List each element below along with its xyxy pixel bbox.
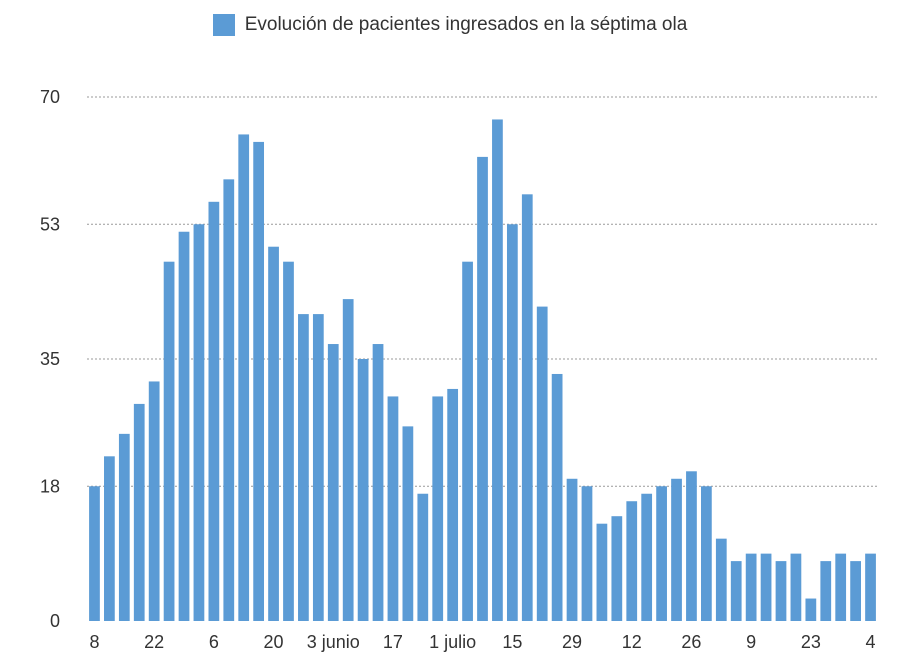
bar (163, 261, 175, 621)
x-tick-label: 17 (383, 632, 403, 652)
bar (581, 486, 593, 621)
x-tick-label: 1 julio (429, 632, 476, 652)
bar (327, 344, 339, 621)
bar (312, 314, 324, 621)
bar (477, 156, 488, 621)
bar (760, 553, 772, 621)
bar (596, 523, 608, 621)
x-tick-label: 9 (746, 632, 756, 652)
x-tick-label: 8 (89, 632, 99, 652)
bar (387, 396, 399, 621)
bar (253, 141, 265, 621)
bar (193, 224, 205, 621)
bar (492, 119, 503, 622)
bar (417, 493, 429, 621)
bar (104, 456, 115, 621)
bar (551, 373, 563, 621)
bar (208, 201, 220, 622)
y-tick-label: 35 (40, 349, 60, 369)
bar (715, 538, 727, 621)
y-tick-label: 70 (40, 87, 60, 107)
x-axis: 8 22 6 20 3 junio 17 1 julio 15 29 12 26 9 23 4 (89, 632, 875, 652)
bar (641, 493, 653, 621)
bar (745, 553, 757, 621)
y-tick-label: 0 (50, 611, 60, 631)
bar (372, 344, 384, 621)
chart-legend: Evolución de pacientes ingresados en la … (0, 14, 900, 36)
bar (626, 501, 638, 621)
bar (298, 314, 309, 621)
x-tick-label: 15 (502, 632, 522, 652)
bar (402, 426, 414, 621)
bar (357, 359, 369, 621)
bar (506, 224, 518, 621)
x-tick-label: 12 (622, 632, 642, 652)
bar (790, 553, 802, 621)
x-tick-label: 22 (144, 632, 164, 652)
x-tick-label: 20 (264, 632, 284, 652)
x-tick-label: 3 junio (307, 632, 360, 652)
bar (820, 561, 832, 621)
bar (238, 134, 250, 621)
bar (536, 306, 548, 621)
y-tick-label: 53 (40, 214, 60, 234)
bar (283, 261, 294, 621)
bar (89, 486, 100, 621)
bar (118, 433, 130, 621)
bar (432, 396, 444, 621)
bar (133, 403, 145, 621)
bar (342, 299, 354, 621)
bar (701, 486, 712, 621)
legend-label: Evolución de pacientes ingresados en la … (244, 14, 688, 35)
bars (89, 119, 876, 622)
bar (447, 388, 459, 621)
x-tick-label: 26 (681, 632, 701, 652)
legend-swatch (212, 14, 235, 36)
bar (148, 381, 160, 621)
bar (850, 561, 861, 621)
bar (566, 478, 578, 621)
bar (611, 516, 623, 621)
bar (805, 598, 817, 621)
x-tick-label: 23 (801, 632, 821, 652)
x-tick-label: 6 (209, 632, 219, 652)
bar (462, 261, 473, 621)
bar (775, 561, 787, 621)
bar (223, 179, 235, 621)
bar (865, 553, 876, 621)
bar (268, 246, 279, 621)
x-tick-label: 29 (562, 632, 582, 652)
bar (671, 478, 682, 621)
x-tick-label: 4 (866, 632, 876, 652)
bar (178, 231, 190, 622)
y-tick-label: 18 (40, 476, 60, 496)
bar (521, 194, 533, 621)
y-axis: 0 18 35 53 70 (40, 87, 60, 631)
bar (835, 553, 847, 621)
bar (656, 486, 667, 621)
bar (730, 561, 742, 621)
bar (686, 471, 697, 621)
